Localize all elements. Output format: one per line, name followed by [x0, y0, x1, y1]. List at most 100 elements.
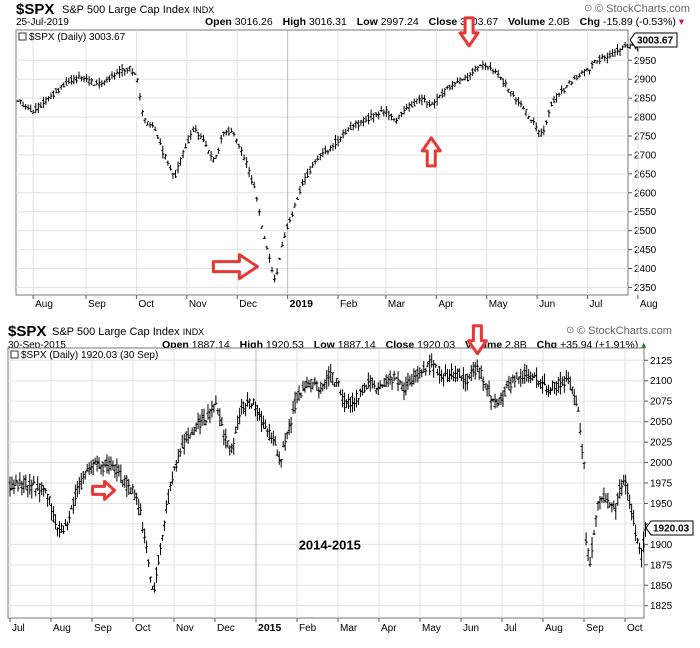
ohlc-bar — [430, 101, 434, 106]
ohlc-bar — [49, 92, 53, 99]
ohlc-bar — [323, 145, 327, 155]
ohlc-bar — [628, 494, 632, 510]
y-tick-label: 1875 — [650, 560, 673, 571]
ohlc-bar — [307, 380, 311, 388]
ohlc-bar — [387, 110, 391, 121]
ohlc-bar — [535, 367, 539, 388]
ohlc-bar — [303, 172, 307, 185]
ohlc-bar — [560, 376, 564, 386]
ohlc-bar — [636, 537, 640, 544]
ohlc-bar — [16, 99, 20, 102]
ohlc-bar — [24, 474, 28, 490]
x-tick-label: Nov — [176, 623, 194, 634]
last-value-badge — [645, 520, 694, 536]
ohlc-bar — [568, 376, 572, 391]
ohlc-bar — [166, 160, 170, 166]
ohlc-bar — [449, 363, 453, 380]
ohlc-bar — [191, 126, 195, 132]
ohlc-bar — [608, 502, 612, 508]
y-tick-label: 2075 — [650, 397, 673, 408]
ohlc-bar — [361, 116, 365, 127]
ohlc-bar — [349, 397, 353, 413]
ohlc-bar — [178, 448, 182, 457]
ohlc-bar — [509, 91, 513, 97]
ohlc-bar — [102, 80, 106, 86]
ohlc-bar — [354, 120, 358, 129]
ohlc-bar — [67, 77, 71, 84]
ohlc-bar — [356, 120, 360, 131]
ohlc-bar — [382, 377, 386, 387]
ohlc-bar — [379, 106, 383, 113]
ohlc-bar — [428, 354, 432, 376]
ohlc-bar — [293, 202, 297, 208]
ohlc-bar — [129, 487, 133, 495]
y-tick-label: 2400 — [634, 264, 657, 275]
y-tick-label: 1825 — [650, 601, 673, 612]
ohlc-bar — [524, 108, 528, 116]
ohlc-bar — [567, 80, 571, 84]
ohlc-bar — [240, 398, 244, 415]
ohlc-bar — [244, 402, 248, 417]
ohlc-bar — [257, 407, 261, 421]
ohlc-bar — [318, 153, 322, 161]
ohlc-bar — [443, 87, 447, 97]
ohlc-bar — [95, 455, 99, 472]
last-value-label: 1920.03 — [653, 523, 690, 534]
ohlc-bar — [252, 181, 256, 189]
ohlc-bar — [459, 375, 463, 382]
ohlc-bar — [346, 127, 350, 132]
ohlc-bar — [321, 383, 325, 392]
ohlc-bar — [621, 45, 625, 50]
ohlc-bar — [644, 522, 647, 537]
ohlc-bar — [438, 366, 442, 384]
ohlc-bar — [181, 149, 185, 159]
x-tick-label: Oct — [138, 299, 154, 310]
ohlc-bar — [72, 74, 76, 85]
ohlc-bar — [521, 370, 525, 384]
ohlc-bar — [80, 76, 84, 82]
ohlc-bar — [182, 434, 186, 455]
ohlc-bar — [229, 127, 233, 133]
ohlc-bar — [623, 41, 627, 48]
ohlc-bar — [367, 113, 371, 125]
ohlc-bar — [224, 129, 228, 136]
red-arrow-up-icon — [420, 136, 442, 168]
ohlc-bar — [396, 371, 400, 392]
ohlc-bar — [404, 376, 408, 396]
ohlc-bar — [347, 394, 351, 410]
ohlc-bar — [212, 403, 216, 413]
ohlc-bar — [382, 109, 386, 117]
x-tick-label: Dec — [239, 299, 257, 310]
ohlc-bar — [18, 472, 22, 487]
ohlc-bar — [301, 179, 305, 186]
ohlc-bar — [593, 59, 597, 63]
ohlc-bar — [483, 383, 487, 389]
ohlc-bar — [160, 534, 164, 541]
ohlc-bar — [610, 502, 614, 513]
ohlc-bar — [198, 414, 202, 435]
ohlc-bar — [608, 50, 612, 59]
ohlc-bar — [442, 373, 446, 387]
ohlc-bar — [572, 388, 576, 406]
ohlc-bar — [303, 381, 307, 393]
ohlc-bar — [147, 559, 151, 568]
ohlc-bar — [216, 408, 220, 415]
ohlc-bar — [562, 375, 566, 393]
ohlc-bar — [415, 98, 419, 105]
ohlc-bar — [642, 531, 646, 553]
ohlc-bar — [156, 555, 160, 566]
ohlc-bar — [422, 361, 426, 373]
ohlc-bar — [570, 80, 574, 86]
ohlc-bar — [532, 117, 536, 126]
ohlc-bar — [237, 143, 241, 149]
ohlc-bar — [501, 390, 505, 408]
ohlc-bar — [438, 94, 442, 99]
ohlc-bar — [384, 374, 388, 388]
red-arrow-down-icon — [466, 324, 488, 356]
ohlc-bar — [128, 65, 132, 72]
ohlc-bar — [588, 556, 592, 567]
ohlc-bar — [604, 493, 608, 503]
ohlc-bar — [278, 257, 282, 260]
ohlc-bar — [600, 496, 604, 503]
ohlc-bar — [477, 367, 481, 380]
